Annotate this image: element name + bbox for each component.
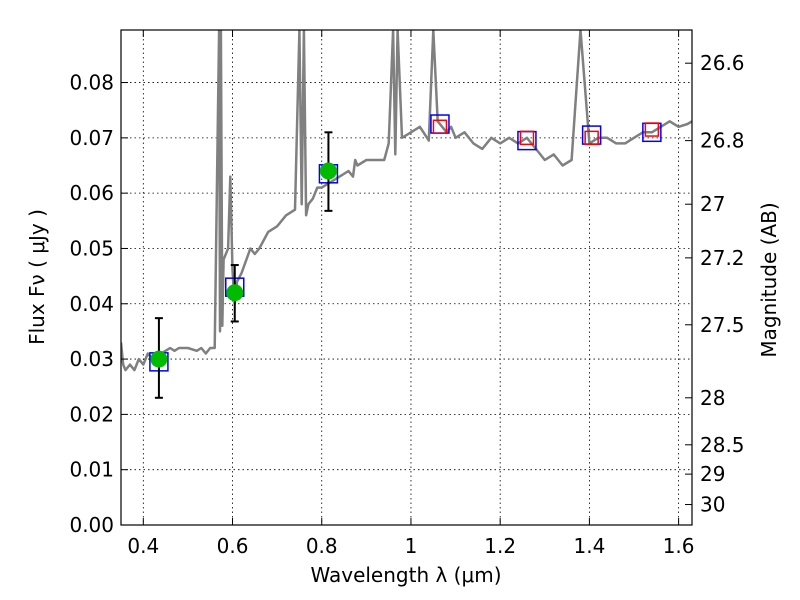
y-tick-label: 0.02: [69, 402, 114, 426]
y2-tick-label: 28.5: [700, 433, 745, 457]
photometry-point: [319, 162, 337, 180]
y2-tick-label: 27.2: [700, 246, 745, 270]
y2-tick-label: 30: [700, 493, 725, 517]
y2-axis: 26.6 26.8 27 27.2 27.5 28 28.5 29 30: [685, 51, 745, 517]
y-tick-label: 0.00: [69, 513, 114, 537]
x-axis-title: Wavelength λ (μm): [310, 563, 501, 587]
y2-tick-label: 27: [700, 192, 725, 216]
y2-tick-label: 28: [700, 386, 725, 410]
square-marker-red: [584, 130, 599, 146]
plot-area: [121, 30, 692, 399]
square-marker-red: [644, 122, 660, 137]
y2-tick-label: 26.6: [700, 51, 745, 75]
y-tick-label: 0.08: [69, 71, 114, 95]
photometry-point: [226, 284, 244, 302]
spectrum-line: [121, 30, 692, 372]
y2-tick-label: 27.5: [700, 313, 745, 337]
y2-tick-label: 26.8: [700, 129, 745, 153]
y-axis-title: Flux Fν ( μJy ): [25, 209, 49, 345]
x-tick-label: 1.2: [484, 534, 516, 558]
x-axis: 0.4 0.6 0.8 1 1.2 1.4 1.6: [127, 30, 695, 558]
y-tick-label: 0.05: [69, 236, 114, 260]
x-tick-label: 1.4: [573, 534, 605, 558]
x-tick-label: 1.6: [663, 534, 695, 558]
y2-tick-label: 29: [700, 462, 725, 486]
x-tick-label: 0.4: [127, 534, 159, 558]
y-tick-label: 0.01: [69, 458, 114, 482]
y2-axis-title: Magnitude (AB): [757, 202, 781, 357]
y-axis: 0.00 0.01 0.02 0.03 0.04 0.05 0.06 0.07 0.08: [69, 71, 128, 537]
y-tick-label: 0.07: [69, 126, 114, 150]
y-tick-label: 0.04: [69, 292, 114, 316]
square-marker-red: [432, 119, 448, 135]
x-tick-label: 0.8: [306, 534, 338, 558]
x-tick-label: 1: [405, 534, 418, 558]
photometry-point: [150, 350, 168, 368]
y-tick-label: 0.03: [69, 347, 114, 371]
y-tick-label: 0.06: [69, 181, 114, 205]
plot-frame: [120, 29, 693, 526]
x-tick-label: 0.6: [217, 534, 249, 558]
square-marker-red: [519, 130, 535, 146]
